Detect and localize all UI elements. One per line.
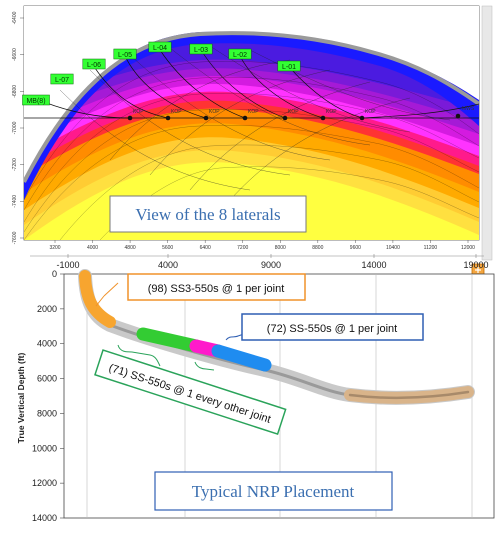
nrp-y-tick-label: 14000 xyxy=(32,513,57,523)
lateral-label-text: L-01 xyxy=(282,64,296,71)
lateral-label-l-06: L-06 xyxy=(82,58,106,70)
top-x-ticks: 3200 4000 4800 5600 6400 7200 8000 8800 9600 1040… xyxy=(49,240,475,251)
kop-label: KOP xyxy=(248,109,259,115)
lateral-label-text: L-04 xyxy=(153,45,167,52)
heel-segment xyxy=(79,270,116,328)
top-x-tick-label: 8800 xyxy=(312,245,323,251)
top-x-tick-label: 7200 xyxy=(237,245,248,251)
lateral-label-l-01: L-01 xyxy=(277,60,301,72)
lateral-label-bg xyxy=(113,48,137,60)
bottom-caption: Typical NRP Placement xyxy=(192,482,355,501)
lateral-label-group: MB(8) L-07 L-06 L-05 L-04 L-03 L-02 L-01 xyxy=(22,41,301,106)
well-path xyxy=(78,269,475,405)
green-braces xyxy=(117,344,215,371)
top-y-ticks: -6400 -6600 -6800 -7000 -7200 -7400 -7600 xyxy=(12,11,24,244)
lateral-label-bg xyxy=(82,58,106,70)
nrp-y-tick-label: 12000 xyxy=(32,478,57,488)
kop-points xyxy=(127,113,461,121)
green-segment xyxy=(136,327,203,353)
top-y-tick-label: -7400 xyxy=(12,195,18,208)
laterals-cross-section: KOP KOP KOP KOP KOP KOP KOP MWS MB(8) L-07 L-06 L… xyxy=(12,5,493,277)
top-y-tick-label: -7600 xyxy=(12,231,18,244)
nrp-y-tick-label: 4000 xyxy=(37,339,57,349)
mws-label: MWS xyxy=(462,106,475,112)
callout-every-other-box xyxy=(94,349,287,436)
kop-label: KOP xyxy=(288,109,299,115)
top-x-tick-label: 3200 xyxy=(49,245,60,251)
kop-label-group: KOP KOP KOP KOP KOP KOP KOP xyxy=(133,109,376,115)
lateral-label-mb-8-: MB(8) xyxy=(22,94,50,106)
outer-x-ticks: -1000 4000 9000 14000 19000 xyxy=(56,254,489,270)
callout-ss550-text: (72) SS-550s @ 1 per joint xyxy=(267,323,397,335)
lateral-label-bg xyxy=(277,60,301,72)
lateral-label-bg xyxy=(189,43,213,55)
kop-label: KOP xyxy=(365,109,376,115)
toe-segment-core xyxy=(348,390,470,400)
scroll-corner-icon xyxy=(475,267,481,273)
kop-label: KOP xyxy=(326,109,337,115)
outer-x-tick-label: -1000 xyxy=(56,260,79,270)
top-y-tick-label: -6600 xyxy=(12,48,18,61)
top-x-tick-label: 10400 xyxy=(386,245,400,251)
sky-region xyxy=(24,6,479,180)
outer-x-tick-label: 19000 xyxy=(463,260,488,270)
top-x-tick-label: 5600 xyxy=(162,245,173,251)
top-y-tick-label: -6400 xyxy=(12,11,18,24)
top-caption: View of the 8 laterals xyxy=(135,205,280,224)
lateral-label-l-07: L-07 xyxy=(50,73,74,85)
lateral-label-text: L-05 xyxy=(118,52,132,59)
outer-x-tick-label: 4000 xyxy=(158,260,178,270)
lateral-traces xyxy=(24,49,479,119)
top-y-tick-label: -7000 xyxy=(12,121,18,134)
blue-segment xyxy=(211,344,272,372)
top-y-tick-label: -6800 xyxy=(12,85,18,98)
outer-x-tick-label: 9000 xyxy=(261,260,281,270)
top-y-tick-label: -7200 xyxy=(12,158,18,171)
nrp-y-tick-label: 6000 xyxy=(37,374,57,384)
orange-brace xyxy=(95,282,119,307)
lateral-label-bg xyxy=(228,48,252,60)
top-x-tick-label: 12000 xyxy=(461,245,475,251)
lateral-label-l-05: L-05 xyxy=(113,48,137,60)
tvd-axis-label: True Vertical Depth (ft) xyxy=(16,352,26,443)
top-x-tick-label: 4800 xyxy=(125,245,136,251)
lateral-label-text: MB(8) xyxy=(26,98,45,105)
bottom-caption-box xyxy=(154,471,393,511)
lateral-label-text: L-03 xyxy=(194,47,208,54)
lateral-label-l-04: L-04 xyxy=(148,41,172,53)
top-caption-box xyxy=(109,195,307,233)
right-scrollbar[interactable] xyxy=(481,5,493,261)
nrp-y-tick-label: 8000 xyxy=(37,408,57,418)
outer-x-tick-label: 14000 xyxy=(361,260,386,270)
lateral-label-text: L-07 xyxy=(55,77,69,84)
lateral-label-text: L-06 xyxy=(87,62,101,69)
callout-ss3-text: (98) SS3-550s @ 1 per joint xyxy=(148,283,285,295)
top-x-tick-label: 11200 xyxy=(424,245,438,251)
nrp-y-tick-label: 0 xyxy=(52,269,57,279)
top-x-tick-label: 8000 xyxy=(275,245,286,251)
nrp-placement-chart: True Vertical Depth (ft) 0 2000 4000 6000 80… xyxy=(16,269,495,523)
lateral-label-l-02: L-02 xyxy=(228,48,252,60)
kop-label: KOP xyxy=(209,109,220,115)
callout-ss550-box xyxy=(241,313,424,341)
nrp-y-tick-label: 10000 xyxy=(32,443,57,453)
top-x-tick-label: 4000 xyxy=(87,245,98,251)
callout-ss3-box xyxy=(127,273,306,301)
survey-grid xyxy=(59,45,451,201)
kop-label: KOP xyxy=(171,109,182,115)
lateral-label-bg xyxy=(22,94,50,106)
layer-boundaries xyxy=(24,60,479,240)
top-x-tick-label: 6400 xyxy=(200,245,211,251)
lateral-label-bg xyxy=(148,41,172,53)
nrp-y-ticks: 0 2000 4000 6000 8000 10000 12000 14000 xyxy=(32,269,64,523)
lateral-label-bg xyxy=(50,73,74,85)
lateral-label-text: L-02 xyxy=(233,52,247,59)
top-surface-cap xyxy=(24,31,479,183)
nrp-y-tick-label: 2000 xyxy=(37,304,57,314)
kop-label: KOP xyxy=(133,109,144,115)
lateral-label-l-03: L-03 xyxy=(189,43,213,55)
top-x-tick-label: 9600 xyxy=(350,245,361,251)
